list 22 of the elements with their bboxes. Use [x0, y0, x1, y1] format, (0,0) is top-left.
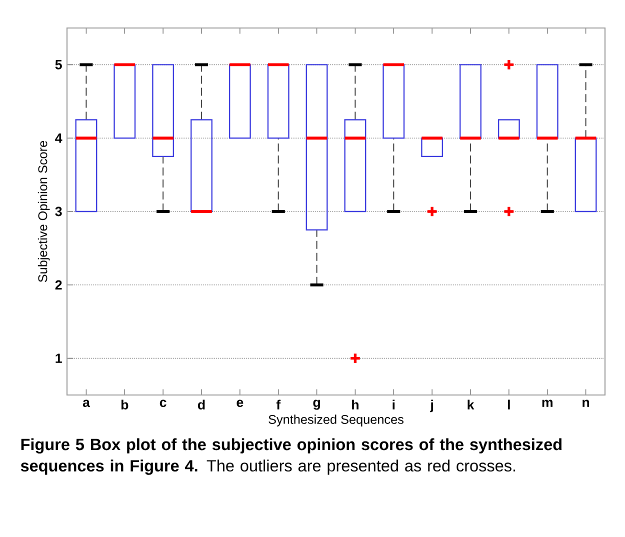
y-tick-label: 2 — [55, 280, 62, 290]
y-tick-label: 5 — [55, 60, 62, 70]
x-tick-label: k — [468, 400, 474, 410]
x-tick-label: i — [392, 400, 395, 410]
x-tick-label: f — [276, 400, 281, 410]
x-tick-label: n — [582, 400, 590, 407]
x-tick-label: a — [82, 400, 90, 408]
x-tick-label: g — [313, 400, 320, 410]
x-axis-title: Synthesized Sequences — [268, 414, 404, 426]
x-tick-label: l — [508, 400, 510, 410]
y-tick-label: 4 — [55, 134, 62, 143]
y-tick-label: 3 — [55, 206, 62, 216]
x-tick-label: m — [542, 400, 552, 407]
x-tick-label: b — [121, 400, 128, 410]
x-tick-label: h — [352, 400, 358, 410]
x-tick-label: e — [236, 400, 244, 408]
text: Figure 5 Box plot of the subjective opinion scores of the synthesized sequences in Figure 4. The outliers are presented as red crosses. — [20, 438, 562, 475]
x-tick-label: j — [430, 400, 433, 412]
y-tick-label: 1 — [56, 354, 62, 363]
x-tick-label: c — [160, 400, 166, 408]
x-tick-label: d — [198, 400, 205, 410]
y-axis-title: Subjective Opinion Score — [38, 140, 50, 282]
